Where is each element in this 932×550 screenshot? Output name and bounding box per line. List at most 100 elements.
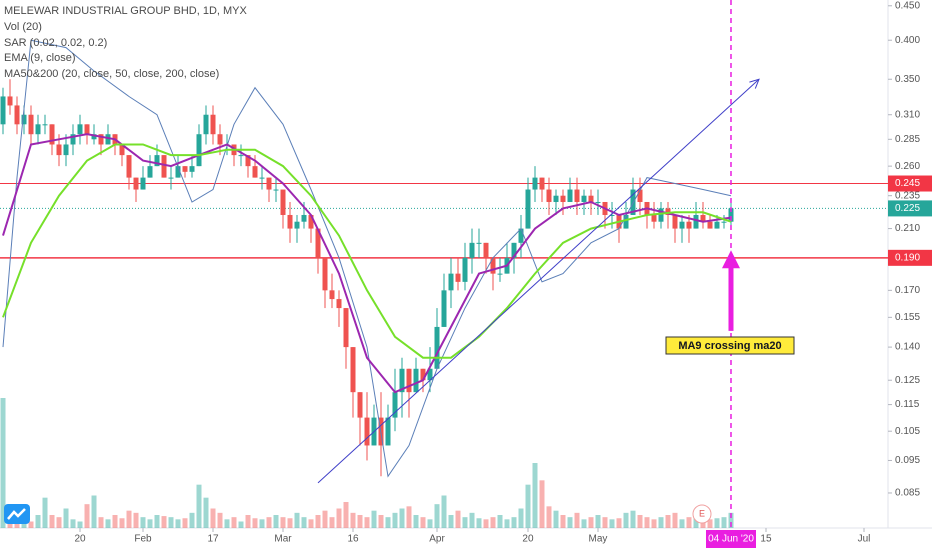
candle-body — [175, 166, 181, 178]
volume-bar — [588, 517, 594, 528]
x-tick-label: 20 — [522, 534, 534, 545]
candle-body — [483, 242, 489, 258]
candle-body — [238, 155, 244, 157]
candle-body — [245, 155, 251, 167]
candle-body — [14, 105, 20, 125]
volume-bar — [497, 515, 503, 528]
candle-body — [28, 114, 34, 135]
volume-bar — [434, 504, 440, 528]
candle-body — [315, 228, 321, 258]
candle-body — [595, 201, 601, 203]
candle-body — [574, 189, 580, 202]
candle-body — [63, 144, 69, 156]
x-tick-label: 15 — [760, 534, 772, 545]
indicator-line — [2, 143, 732, 359]
volume-bar — [343, 502, 349, 528]
volume-bar — [455, 510, 461, 528]
candle-body — [294, 221, 300, 229]
x-tick-label: Mar — [274, 534, 292, 545]
candle-body — [679, 221, 685, 229]
candle-body — [686, 221, 692, 229]
candle-body — [728, 208, 734, 222]
candle-body — [672, 214, 678, 229]
volume-bar — [581, 519, 587, 528]
candle-body — [154, 155, 160, 167]
candle-body — [392, 392, 398, 418]
volume-bar — [392, 512, 398, 528]
date-label-box — [705, 530, 756, 548]
volume-bar — [245, 515, 251, 528]
volume-bar — [35, 515, 41, 528]
volume-bar — [616, 518, 622, 528]
volume-bar — [84, 504, 90, 528]
volume-bar — [518, 508, 524, 528]
volume-bar — [322, 510, 328, 528]
candle-body — [518, 228, 524, 243]
volume-bar — [539, 480, 545, 528]
volume-bar — [231, 517, 237, 528]
volume-bar — [182, 518, 188, 528]
volume-bar — [308, 519, 314, 528]
candle-body — [259, 177, 265, 179]
candle-body — [364, 417, 370, 446]
candle-body — [308, 214, 314, 229]
annotation-box — [665, 336, 795, 355]
price-label-box — [888, 175, 932, 192]
volume-bar — [42, 497, 48, 528]
candle-body — [567, 189, 573, 202]
volume-bar — [532, 463, 538, 528]
y-tick-label: 0.400 — [895, 35, 920, 46]
y-tick-label: 0.095 — [895, 455, 920, 466]
candle-body — [462, 257, 468, 282]
volume-bar — [357, 515, 363, 528]
candle-body — [721, 221, 727, 223]
candle-body — [665, 208, 671, 215]
trendline-arrowhead — [749, 78, 760, 89]
candle-body — [343, 308, 349, 348]
volume-bar — [560, 515, 566, 528]
volume-bar — [147, 519, 153, 528]
candle-body — [84, 124, 90, 135]
y-tick-label: 0.260 — [895, 161, 920, 172]
earnings-icon[interactable] — [692, 504, 712, 524]
x-tick-label: Apr — [429, 534, 445, 545]
candle-body — [196, 134, 202, 167]
volume-bar — [469, 512, 475, 528]
volume-bar — [259, 519, 265, 528]
candle-body — [252, 166, 258, 178]
candle-body — [119, 144, 125, 156]
candle-body — [427, 368, 433, 381]
volume-bar — [686, 517, 692, 528]
volume-bar — [112, 515, 118, 528]
volume-bar — [679, 519, 685, 528]
candle-body — [91, 134, 97, 140]
candle-body — [441, 290, 447, 327]
earnings-label[interactable]: E — [699, 508, 705, 518]
volume-bar — [651, 519, 657, 528]
candle-body — [189, 166, 195, 172]
volume-bar — [91, 495, 97, 528]
volume-bar — [385, 517, 391, 528]
chart-title: MELEWAR INDUSTRIAL GROUP BHD, 1D, MYX — [4, 5, 248, 17]
volume-bar — [273, 515, 279, 528]
volume-bar — [406, 506, 412, 528]
annotation: MA9 crossing ma20 — [678, 340, 781, 352]
candle-body — [476, 242, 482, 244]
candle-body — [336, 299, 342, 309]
indicator-line — [2, 39, 732, 478]
volume-bar — [280, 517, 286, 528]
volume-bar — [105, 519, 111, 528]
candle-body — [385, 417, 391, 446]
candle-body — [448, 273, 454, 291]
y-tick-label: 0.155 — [895, 312, 920, 323]
volume-bar — [175, 519, 181, 528]
candle-body — [98, 134, 104, 145]
candle-body — [280, 189, 286, 215]
candle-body — [553, 195, 559, 202]
volume-bar — [98, 517, 104, 528]
candle-body — [168, 177, 174, 179]
y-tick-label: 0.450 — [895, 0, 920, 11]
candle-body — [609, 214, 615, 216]
volume-bar — [154, 515, 160, 528]
